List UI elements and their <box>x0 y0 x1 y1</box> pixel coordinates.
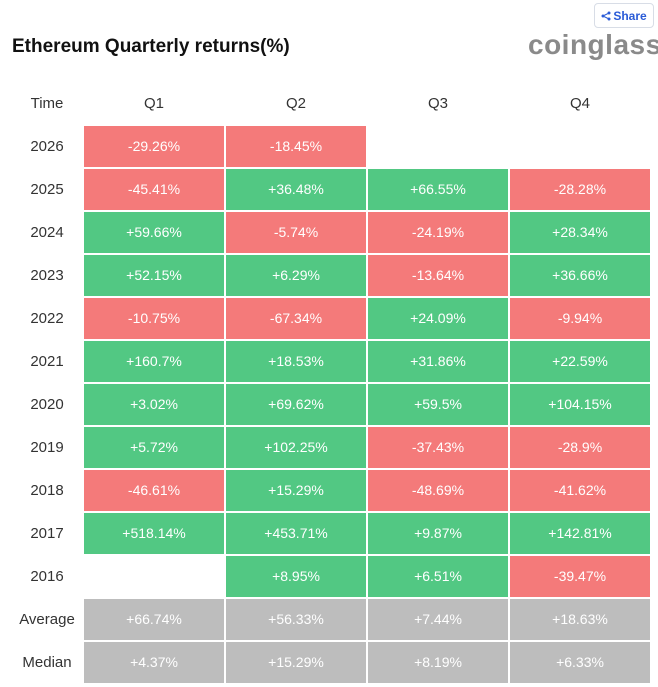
row-label: 2016 <box>30 568 64 585</box>
row-label: Average <box>19 611 75 628</box>
return-cell: -13.64% <box>368 255 508 296</box>
return-cell: -18.45% <box>226 126 366 167</box>
return-cell: +6.51% <box>368 556 508 597</box>
return-cell: +22.59% <box>510 341 650 382</box>
return-cell: +36.66% <box>510 255 650 296</box>
return-cell: +36.48% <box>226 169 366 210</box>
row-label: 2024 <box>30 224 64 241</box>
return-cell: +24.09% <box>368 298 508 339</box>
return-cell: +59.5% <box>368 384 508 425</box>
row-label: 2023 <box>30 267 64 284</box>
return-cell: +8.19% <box>368 642 508 683</box>
return-cell: -48.69% <box>368 470 508 511</box>
return-cell: +15.29% <box>226 470 366 511</box>
return-cell: -67.34% <box>226 298 366 339</box>
return-cell: -37.43% <box>368 427 508 468</box>
return-cell: -24.19% <box>368 212 508 253</box>
column-header: Time <box>30 95 64 112</box>
return-cell: -28.9% <box>510 427 650 468</box>
column-header: Q2 <box>285 95 306 112</box>
return-cell: +518.14% <box>84 513 224 554</box>
share-button[interactable]: Share <box>594 3 654 28</box>
return-cell: +6.29% <box>226 255 366 296</box>
return-cell: +18.53% <box>226 341 366 382</box>
return-cell: +4.37% <box>84 642 224 683</box>
column-header: Q4 <box>569 95 590 112</box>
return-cell: -41.62% <box>510 470 650 511</box>
return-cell: +31.86% <box>368 341 508 382</box>
return-cell: -9.94% <box>510 298 650 339</box>
row-label: 2025 <box>30 181 64 198</box>
row-label: 2026 <box>30 138 64 155</box>
return-cell: +59.66% <box>84 212 224 253</box>
row-label: 2019 <box>30 439 64 456</box>
return-cell: +56.33% <box>226 599 366 640</box>
return-cell: +104.15% <box>510 384 650 425</box>
return-cell: +142.81% <box>510 513 650 554</box>
column-header: Q3 <box>427 95 448 112</box>
row-label: 2022 <box>30 310 64 327</box>
return-cell: -29.26% <box>84 126 224 167</box>
return-cell: +3.02% <box>84 384 224 425</box>
return-cell: +66.74% <box>84 599 224 640</box>
return-cell: +102.25% <box>226 427 366 468</box>
return-cell: +18.63% <box>510 599 650 640</box>
title: Ethereum Quarterly returns(%) <box>12 36 290 57</box>
row-label: 2020 <box>30 396 64 413</box>
return-cell: +5.72% <box>84 427 224 468</box>
row-label: Median <box>22 654 72 671</box>
share-icon <box>601 11 611 20</box>
return-cell: +69.62% <box>226 384 366 425</box>
return-cell: -39.47% <box>510 556 650 597</box>
return-cell: +8.95% <box>226 556 366 597</box>
share-label: Share <box>613 8 647 23</box>
return-cell: +160.7% <box>84 341 224 382</box>
return-cell: -46.61% <box>84 470 224 511</box>
return-cell: +6.33% <box>510 642 650 683</box>
return-cell: +7.44% <box>368 599 508 640</box>
return-cell: +9.87% <box>368 513 508 554</box>
row-label: 2021 <box>30 353 64 370</box>
return-cell: -5.74% <box>226 212 366 253</box>
return-cell: +453.71% <box>226 513 366 554</box>
return-cell: -10.75% <box>84 298 224 339</box>
return-cell: +52.15% <box>84 255 224 296</box>
return-cell: -28.28% <box>510 169 650 210</box>
row-label: 2018 <box>30 482 64 499</box>
return-cell: -45.41% <box>84 169 224 210</box>
row-label: 2017 <box>30 525 64 542</box>
return-cell: +15.29% <box>226 642 366 683</box>
return-cell: +28.34% <box>510 212 650 253</box>
column-header: Q1 <box>143 95 164 112</box>
logo: coinglass <box>528 29 658 60</box>
return-cell: +66.55% <box>368 169 508 210</box>
